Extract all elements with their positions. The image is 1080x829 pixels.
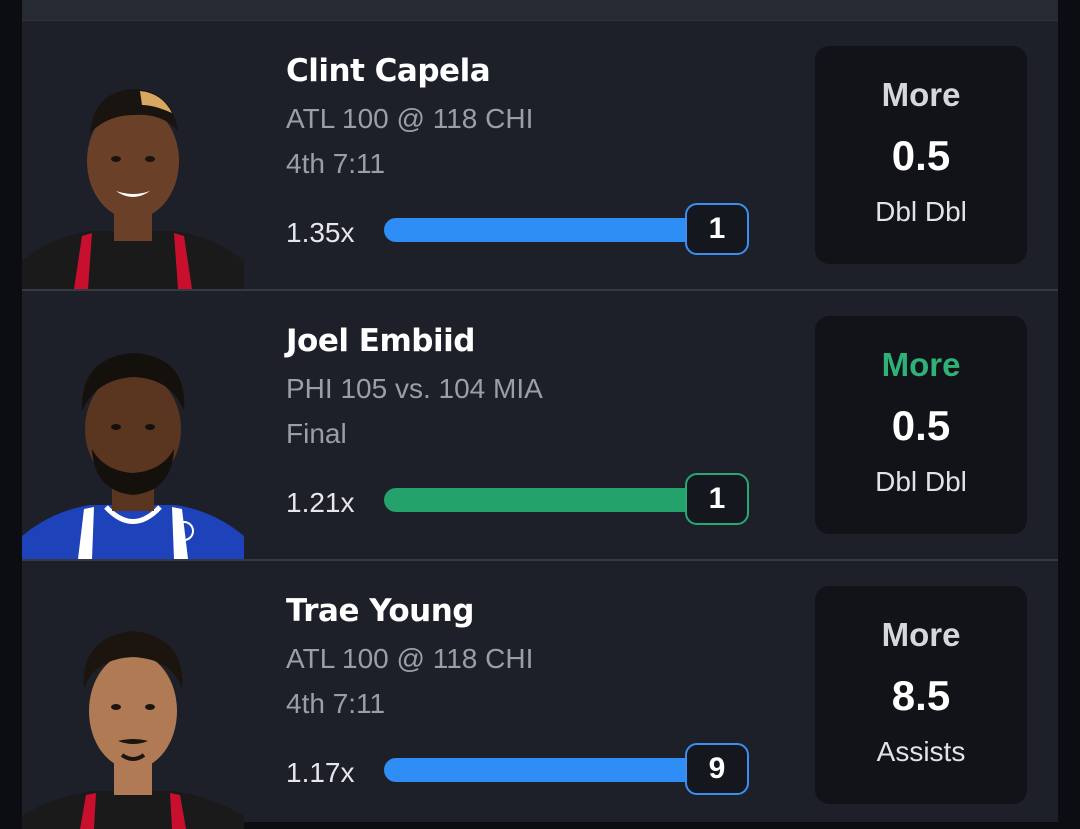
current-stat-badge: 1 [685,473,749,525]
progress-bar [384,758,714,782]
pick-selection-box[interactable]: More 8.5 Assists [815,586,1027,804]
payout-multiplier: 1.21x [286,487,355,518]
game-status: 4th 7:11 [286,148,386,179]
player-headshot [22,61,244,289]
pick-direction: More [881,616,961,653]
progress-bar [384,488,714,512]
player-headshot [22,331,244,559]
game-score: PHI 105 vs. 104 MIA [286,373,543,404]
pick-card[interactable]: Joel Embiid PHI 105 vs. 104 MIA Final 1.… [22,291,1058,559]
pick-card[interactable]: Trae Young ATL 100 @ 118 CHI 4th 7:11 1.… [22,561,1058,829]
picks-panel: Clint Capela ATL 100 @ 118 CHI 4th 7:11 … [22,0,1058,829]
progress-fill [384,758,714,782]
payout-multiplier: 1.17x [286,757,355,788]
progress-bar [384,218,714,242]
pick-direction: More [881,76,961,113]
pick-line-value: 8.5 [891,672,951,719]
payout-multiplier: 1.35x [286,217,355,248]
pick-selection-box[interactable]: More 0.5 Dbl Dbl [815,46,1027,264]
card-divider [22,559,1058,561]
game-status: Final [286,418,347,449]
player-name: Clint Capela [286,53,491,89]
game-score: ATL 100 @ 118 CHI [286,643,534,674]
pick-card[interactable]: Clint Capela ATL 100 @ 118 CHI 4th 7:11 … [22,21,1058,289]
pick-stat-type: Assists [876,736,966,767]
player-name: Trae Young [286,593,475,629]
game-score: ATL 100 @ 118 CHI [286,103,534,134]
card-divider [22,289,1058,291]
panel-header-strip [22,0,1058,21]
pick-direction: More [881,346,961,383]
pick-line-value: 0.5 [891,132,951,179]
current-stat-badge: 1 [685,203,749,255]
pick-stat-type: Dbl Dbl [875,196,967,227]
progress-fill [384,218,714,242]
pick-selection-box[interactable]: More 0.5 Dbl Dbl [815,316,1027,534]
pick-line-value: 0.5 [891,402,951,449]
progress-fill [384,488,714,512]
game-status: 4th 7:11 [286,688,386,719]
pick-stat-type: Dbl Dbl [875,466,967,497]
current-stat-badge: 9 [685,743,749,795]
player-headshot [22,601,244,829]
player-name: Joel Embiid [286,323,475,359]
